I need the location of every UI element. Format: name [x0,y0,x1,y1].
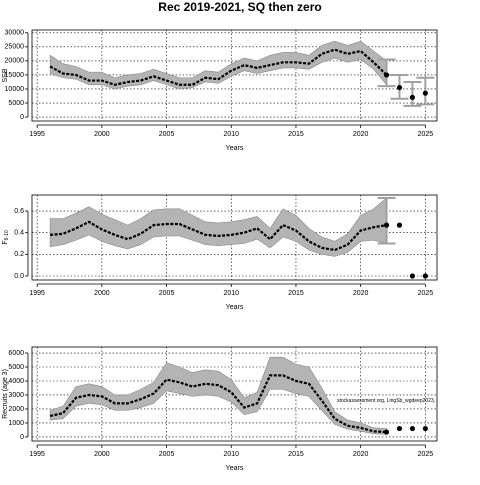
x-tick-label: 2025 [418,131,434,138]
projection-point [383,429,390,435]
projection-point [396,425,403,432]
x-tick-label: 2015 [288,290,304,297]
y-tick-label: 0.6 [14,208,24,215]
y-tick-label: 0.2 [14,251,24,258]
x-tick-label: 2010 [223,290,239,297]
x-tick-label: 2000 [94,131,110,138]
projection-point [409,425,416,432]
x-axis-label: Years [226,465,244,472]
y-tick-label: 0.4 [14,230,24,237]
projection-point [422,273,428,279]
x-tick-label: 2015 [288,131,304,138]
y-axis-label: F6-10 [2,230,10,245]
plot-frame [31,194,438,281]
y-axis-label: Recruits (age 3) [2,369,9,419]
y-axis-label: SSB [2,68,9,82]
y-axis-label-sub: 6-10 [4,230,10,240]
projection-point [409,273,416,279]
median-line [49,374,387,434]
x-tick-label: 2020 [353,131,369,138]
y-tick-label: 3000 [8,392,24,399]
x-tick-label: 2005 [159,290,175,297]
x-tick-label: 2010 [223,451,239,458]
y-axis-label-main: SSB [2,68,9,82]
y-tick-label: 6000 [8,350,24,357]
y-tick-label: 0 [20,434,24,441]
confidence-band [49,197,387,257]
y-tick-label: 5000 [8,364,24,371]
projection-point [409,94,416,101]
median-line [50,220,387,252]
plot-frame [31,29,438,122]
y-tick-label: 30000 [5,30,25,37]
projection-point [396,222,403,228]
median-line [49,48,388,86]
annotation: stockassessment.org, LingSb_wgdeep2023, … [337,398,473,404]
x-tick-label: 2010 [223,131,239,138]
y-tick-label: 5000 [8,100,24,107]
panel: 1995 2000 2005 2010 2015 2020 2025 Years 0.0 0.2 0… [2,194,438,311]
y-tick-label: 4000 [8,378,24,385]
x-tick-label: 2000 [94,451,110,458]
y-tick-label: 2000 [8,406,24,413]
projection-point [422,425,428,432]
panel: 1995 2000 2005 2010 2015 2020 2025 Years 0 1000 20… [2,346,473,472]
y-tick-label: 25000 [5,44,25,51]
x-tick-label: 2005 [159,131,175,138]
x-tick-label: 2000 [94,290,110,297]
y-tick-label: 15000 [5,72,25,79]
projection-point [422,90,428,96]
y-tick-label: 0.0 [14,273,24,280]
y-axis-label-main: Recruits (age 3) [2,369,9,419]
x-tick-label: 2005 [159,451,175,458]
panel: 1995 2000 2005 2010 2015 2020 2025 Years 0 5000 10… [2,29,438,152]
x-tick-label: 2025 [418,290,434,297]
chart-title: Rec 2019-2021, SQ then zero [158,0,321,14]
y-tick-label: 1000 [8,420,24,427]
x-tick-label: 1995 [29,290,45,297]
y-tick-label: 20000 [5,58,25,65]
projection-point [396,84,403,91]
x-tick-label: 2020 [353,451,369,458]
x-axis-label: Years [226,304,244,311]
y-tick-label: 10000 [5,86,25,93]
x-tick-label: 2020 [353,290,369,297]
x-tick-label: 2015 [288,451,304,458]
x-axis-label: Years [226,145,244,152]
projection-point [383,72,390,78]
x-tick-label: 1995 [29,451,45,458]
plot-frame [31,346,438,442]
x-tick-label: 1995 [29,131,45,138]
confidence-band [49,40,387,90]
x-tick-label: 2025 [418,451,434,458]
y-axis-label-main: F [2,240,9,244]
projection-point [383,222,390,228]
y-tick-label: 0 [20,114,24,121]
